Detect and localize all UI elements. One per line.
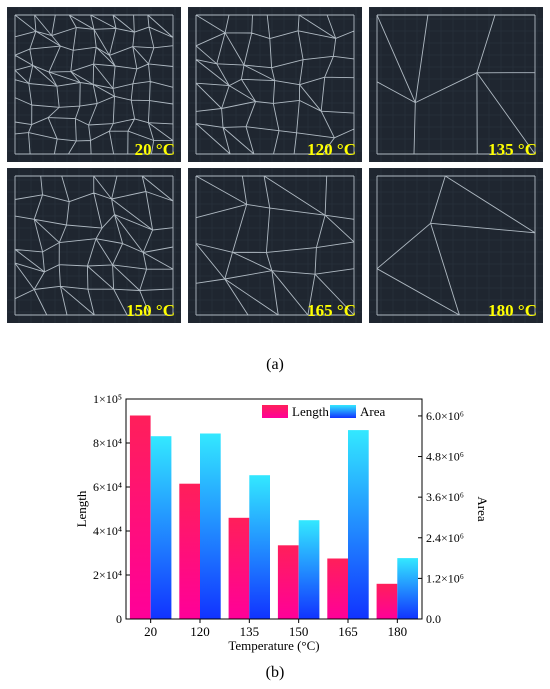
temperature-label: 165 °C <box>307 301 356 320</box>
right-axis-label: Area <box>475 496 490 521</box>
grain-panel: 20 °C <box>7 7 181 162</box>
x-tick-label: 150 <box>289 624 309 639</box>
x-axis-label: Temperature (°C) <box>228 638 319 653</box>
bar-area-120 <box>200 433 221 619</box>
bar-area-20 <box>150 436 172 619</box>
left-axis-label: Length <box>74 490 89 527</box>
bar-length-135 <box>228 517 250 619</box>
grain-boundary-network <box>7 7 181 162</box>
left-tick-label: 4×10⁴ <box>93 524 122 538</box>
grain-boundary-network <box>369 168 543 323</box>
right-tick-label: 2.4×10⁶ <box>426 531 464 545</box>
temperature-label: 180 °C <box>488 301 537 320</box>
legend-label-length: Length <box>292 404 329 419</box>
right-tick-label: 6.0×10⁶ <box>426 409 464 423</box>
grain-boundary-network <box>7 168 181 323</box>
left-tick-label: 6×10⁴ <box>93 480 122 494</box>
bar-length-150 <box>277 545 299 619</box>
caption-b: (b) <box>265 664 285 681</box>
length-area-bar-chart: 0 2×10⁴ 4×10⁴ 6×10⁴ 8×10⁴ 1×10⁵ 0.0 1.2×10⁶ 2.4×… <box>74 392 490 653</box>
grain-panel: 165 °C <box>188 168 362 323</box>
bar-length-180 <box>376 583 398 619</box>
grain-boundary-network <box>369 7 543 162</box>
grain-boundary-network <box>188 7 362 162</box>
x-tick-label: 135 <box>240 624 260 639</box>
grain-panel: 180 °C <box>369 168 543 323</box>
right-tick-label: 0.0 <box>426 612 441 626</box>
plot-frame <box>125 398 423 620</box>
legend-label-area: Area <box>360 404 385 419</box>
temperature-label: 20 °C <box>134 140 175 159</box>
bar-area-180 <box>397 558 418 619</box>
x-tick-label: 120 <box>190 624 210 639</box>
bar-area-165 <box>348 430 369 619</box>
x-tick-label: 20 <box>144 624 157 639</box>
temperature-label: 120 °C <box>307 140 356 159</box>
right-tick-label: 4.8×10⁶ <box>426 450 464 464</box>
bar-area-150 <box>298 520 320 619</box>
legend-swatch-area <box>330 405 356 418</box>
x-tick-label: 180 <box>388 624 408 639</box>
caption-a: (a) <box>266 356 284 373</box>
legend-swatch-length <box>262 405 288 418</box>
grain-panel: 120 °C <box>188 7 362 162</box>
bar-length-165 <box>327 558 348 619</box>
left-tick-label: 0 <box>116 612 122 626</box>
left-tick-label: 1×10⁵ <box>93 392 122 406</box>
bar-length-20 <box>129 415 151 619</box>
bar-length-120 <box>179 483 200 619</box>
right-tick-label: 3.6×10⁶ <box>426 490 464 504</box>
temperature-label: 135 °C <box>488 140 537 159</box>
grain-panel: 135 °C <box>369 7 543 162</box>
temperature-label: 150 °C <box>126 301 175 320</box>
left-tick-label: 2×10⁴ <box>93 568 122 582</box>
bar-area-135 <box>249 475 270 619</box>
x-tick-label: 165 <box>338 624 358 639</box>
left-tick-label: 8×10⁴ <box>93 436 122 450</box>
grain-panel: 150 °C <box>7 168 181 323</box>
grain-boundary-network <box>188 168 362 323</box>
right-tick-label: 1.2×10⁶ <box>426 571 464 585</box>
